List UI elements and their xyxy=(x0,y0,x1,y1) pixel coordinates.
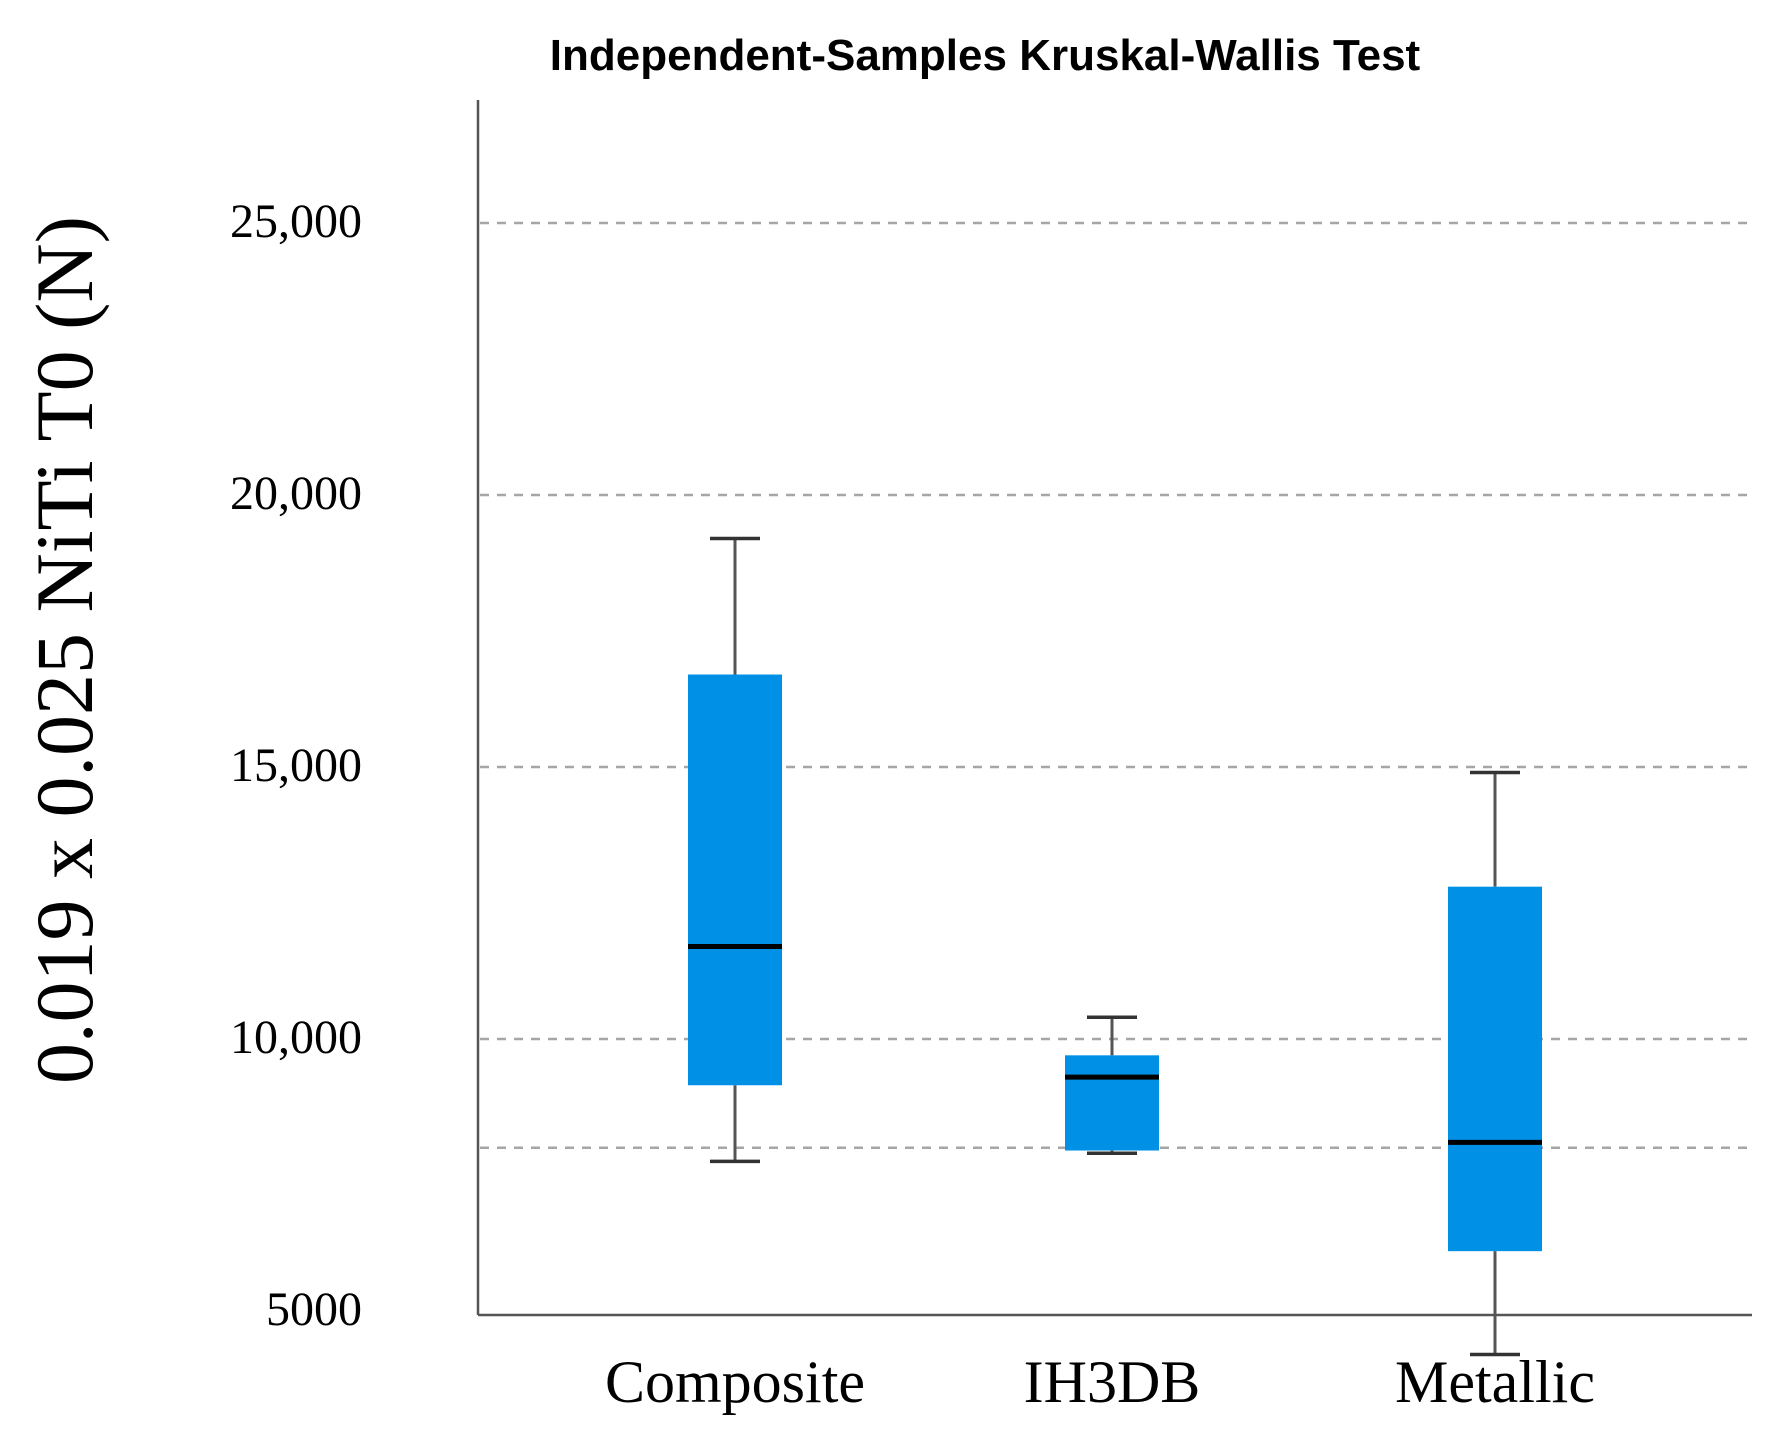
y-tick-label: 25,000 xyxy=(230,195,362,248)
y-tick-label: 20,000 xyxy=(230,467,362,520)
gridlines xyxy=(480,221,1750,1150)
x-tick-labels: Composite IH3DB Metallic xyxy=(605,1349,1595,1415)
box-composite xyxy=(688,536,782,1164)
box-metallic xyxy=(1448,770,1542,1357)
y-axis-label: 0.019 x 0.025 NiTi T0 (N) xyxy=(19,216,110,1084)
iqr-box xyxy=(1065,1055,1159,1151)
y-tick-label: 5000 xyxy=(266,1283,362,1336)
x-tick-label: Composite xyxy=(605,1349,865,1415)
y-tick-label: 10,000 xyxy=(230,1011,362,1064)
iqr-box xyxy=(1448,886,1542,1252)
y-tick-labels: 25,000 20,000 15,000 10,000 5000 xyxy=(230,195,362,1336)
chart-title: Independent-Samples Kruskal-Wallis Test xyxy=(550,31,1421,80)
iqr-box xyxy=(688,674,782,1086)
axes xyxy=(476,100,1752,1317)
y-tick-label: 15,000 xyxy=(230,739,362,792)
box-series xyxy=(688,536,1542,1357)
x-tick-label: Metallic xyxy=(1395,1349,1595,1415)
x-tick-label: IH3DB xyxy=(1024,1349,1201,1415)
box-ih3db xyxy=(1065,1015,1159,1155)
